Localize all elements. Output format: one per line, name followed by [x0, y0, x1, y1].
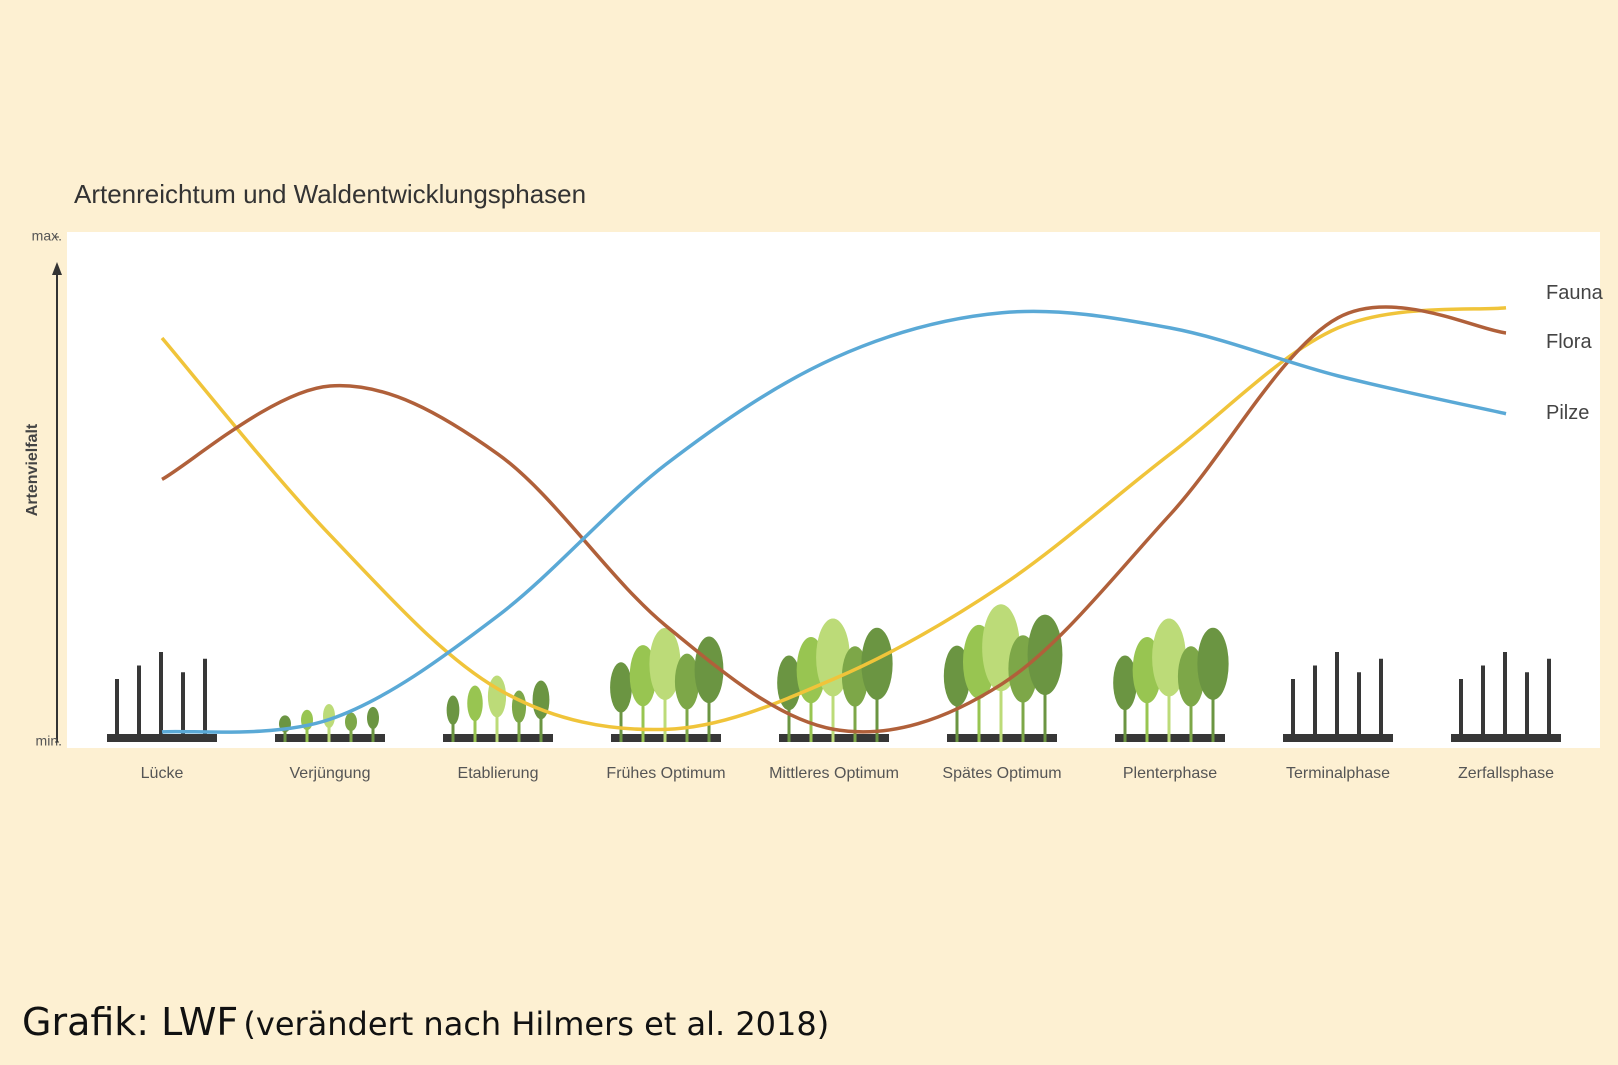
tree-crown	[467, 685, 482, 721]
tree-crown	[345, 713, 357, 732]
x-tick-label: Terminalphase	[1286, 765, 1390, 782]
caption-note: (verändert nach Hilmers et al. 2018)	[243, 1005, 829, 1043]
x-tick-label: Plenterphase	[1123, 765, 1217, 782]
tree-crown	[367, 707, 379, 729]
x-tick-label: Mittleres Optimum	[769, 765, 899, 782]
tree-crown	[512, 690, 526, 723]
x-tick-label: Etablierung	[458, 765, 539, 782]
tree-crown	[1028, 615, 1063, 695]
tree-crown	[447, 695, 460, 724]
x-tick-label: Verjüngung	[290, 765, 371, 782]
chart: Artenreichtum und Waldentwicklungsphasen…	[0, 0, 1618, 990]
caption: Grafik: LWF (verändert nach Hilmers et a…	[22, 1000, 829, 1044]
series-label: Pilze	[1546, 402, 1589, 424]
tree-crown	[1197, 628, 1228, 700]
y-tick-label: min.	[36, 733, 62, 749]
series-label: Flora	[1546, 331, 1592, 353]
tree-crown	[488, 676, 506, 718]
tree-crown	[323, 704, 335, 728]
tree-crown	[533, 680, 550, 719]
caption-source: Grafik: LWF	[22, 1000, 238, 1044]
chart-title: Artenreichtum und Waldentwicklungsphasen	[74, 179, 586, 209]
y-axis-arrow	[52, 262, 62, 275]
page: Artenreichtum und Waldentwicklungsphasen…	[0, 0, 1618, 1065]
x-tick-label: Frühes Optimum	[606, 765, 725, 782]
x-tick-label: Lücke	[141, 765, 184, 782]
x-tick-label: Zerfallsphase	[1458, 765, 1554, 782]
x-tick-label: Spätes Optimum	[942, 765, 1061, 782]
y-tick-label: max.	[32, 228, 62, 244]
series-label: Fauna	[1546, 282, 1604, 304]
tree-crown	[610, 662, 632, 712]
y-axis-label: Artenvielfalt	[24, 423, 41, 516]
